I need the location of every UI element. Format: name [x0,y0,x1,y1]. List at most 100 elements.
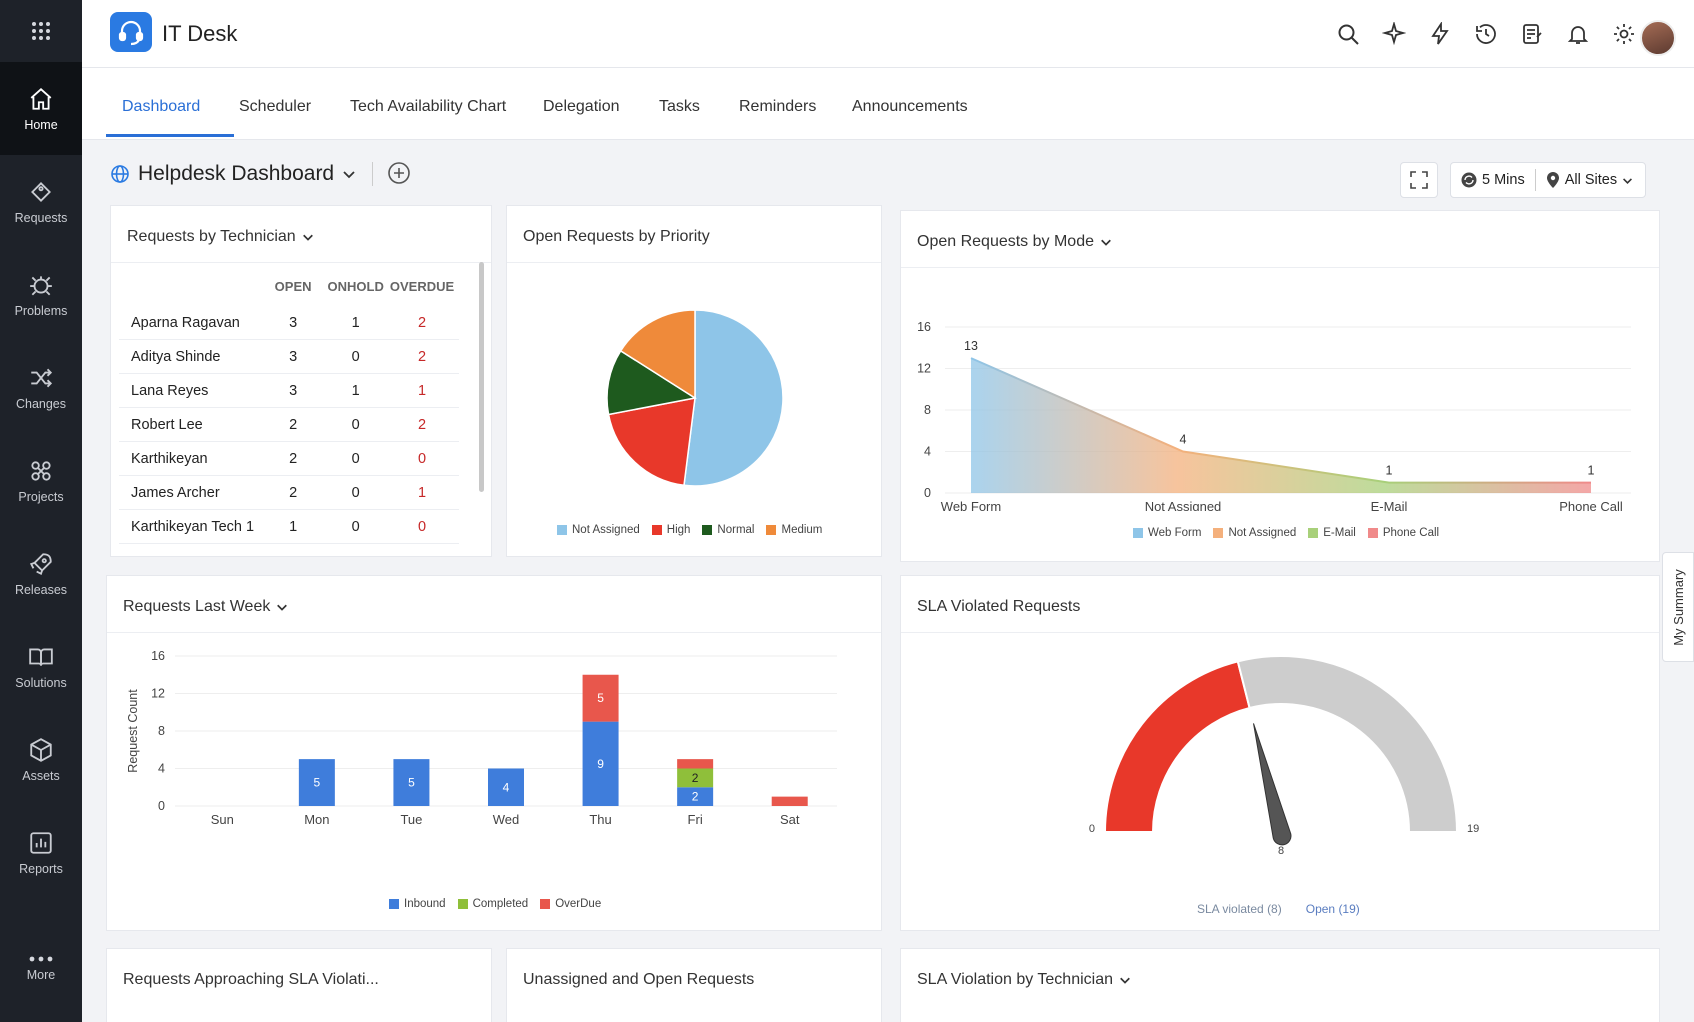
tab-reminders[interactable]: Reminders [739,98,817,115]
onhold-count[interactable]: 0 [351,484,360,501]
legend-sla-violated[interactable]: SLA violated (8) [1197,902,1282,916]
table-row[interactable]: Robert Lee 2 0 2 [119,408,459,442]
column-header-overdue[interactable]: OVERDUE [389,278,455,294]
site-selector[interactable]: All Sites [1536,172,1643,188]
open-count[interactable]: 3 [289,348,298,365]
tab-dashboard[interactable]: Dashboard [122,98,201,115]
bar-completed-fri[interactable] [677,768,714,788]
sidebar-item-problems[interactable]: Problems [0,248,82,341]
table-row[interactable]: Lana Reyes 3 1 1 [119,374,459,408]
overdue-count[interactable]: 0 [417,518,427,535]
legend-item-e-mail[interactable]: E-Mail [1308,527,1356,539]
tab-tech-availability-chart[interactable]: Tech Availability Chart [350,98,507,115]
add-dashboard-icon[interactable] [387,161,411,185]
open-count[interactable]: 3 [289,382,298,399]
column-header-open[interactable]: OPEN [274,278,312,294]
tab-announcements[interactable]: Announcements [852,98,968,115]
sidebar-item-projects[interactable]: Projects [0,434,82,527]
legend-item-overdue[interactable]: OverDue [540,898,601,910]
gear-icon[interactable] [1612,22,1636,46]
onhold-count[interactable]: 0 [351,416,360,433]
open-count[interactable]: 2 [289,484,298,501]
app-logo-icon[interactable] [110,12,152,52]
onhold-count[interactable]: 1 [351,314,360,331]
magic-icon[interactable] [1382,22,1406,46]
bar-inbound-mon[interactable] [298,759,335,806]
legend-item-normal[interactable]: Normal [702,524,754,536]
bar-overdue-thu[interactable] [582,674,619,722]
sidebar-item-more[interactable]: More [0,956,82,982]
history-icon[interactable] [1474,22,1498,46]
search-icon[interactable] [1336,22,1360,46]
tab-tasks[interactable]: Tasks [659,98,700,115]
panel-title[interactable]: Open Requests by Mode [917,233,1112,251]
data-label: 1 [1386,464,1393,478]
open-count[interactable]: 2 [289,450,298,467]
table-row[interactable]: Aparna Ragavan 3 1 2 [119,306,459,340]
overdue-count[interactable]: 1 [417,382,427,399]
overdue-count[interactable]: 2 [417,348,427,365]
pie-slice-not-assigned[interactable] [683,309,784,487]
legend-open[interactable]: Open (19) [1305,902,1360,916]
table-row[interactable]: Aditya Shinde 3 0 2 [119,340,459,374]
sidebar-item-solutions[interactable]: Solutions [0,620,82,713]
gauge-violated-arc[interactable] [1103,660,1251,833]
lightning-icon[interactable] [1428,22,1452,46]
table-row[interactable]: Karthikeyan 2 0 0 [119,442,459,476]
panel-title[interactable]: SLA Violation by Technician [917,971,1131,989]
legend-item-completed[interactable]: Completed [457,898,528,910]
tab-delegation[interactable]: Delegation [543,98,620,115]
onhold-count[interactable]: 1 [351,382,360,399]
avatar[interactable] [1640,20,1676,56]
panel-title[interactable]: Requests Last Week [123,598,288,616]
legend-item-high[interactable]: High [651,524,690,536]
legend-item-not-assigned[interactable]: Not Assigned [1213,527,1296,539]
fullscreen-button[interactable] [1400,162,1438,198]
apps-grid-icon[interactable] [0,0,82,62]
onhold-count[interactable]: 0 [351,450,360,467]
panel-title[interactable]: Requests by Technician [127,228,314,246]
tab-scheduler[interactable]: Scheduler [239,98,312,115]
pie-slice-normal[interactable] [606,349,698,416]
dashboard-selector[interactable]: Helpdesk Dashboard [110,162,356,186]
sidebar-item-assets[interactable]: Assets [0,713,82,806]
legend-item-medium[interactable]: Medium [766,524,822,536]
overdue-count[interactable]: 0 [417,450,427,467]
legend-item-inbound[interactable]: Inbound [389,898,446,910]
sidebar-item-home[interactable]: Home [0,62,82,155]
pie-slice-high[interactable] [607,397,696,487]
sidebar-item-requests[interactable]: Requests [0,155,82,248]
sidebar-item-changes[interactable]: Changes [0,341,82,434]
open-count[interactable]: 1 [289,518,298,535]
bell-icon[interactable] [1566,22,1590,46]
bar-inbound-thu[interactable] [582,721,619,806]
area-fill[interactable] [971,358,1591,493]
gauge-open-arc[interactable] [1236,655,1459,833]
bar-inbound-fri[interactable] [677,787,714,806]
overdue-count[interactable]: 1 [417,484,427,501]
sidebar-item-reports[interactable]: Reports [0,806,82,899]
sidebar-item-releases[interactable]: Releases [0,527,82,620]
bar-inbound-wed[interactable] [488,768,524,807]
onhold-count[interactable]: 0 [351,518,360,535]
pie-slice-medium[interactable] [619,309,696,400]
onhold-count[interactable]: 0 [351,348,360,365]
overdue-count[interactable]: 2 [417,416,427,433]
table-row[interactable]: Karthikeyan Tech 1 1 0 0 [119,510,459,544]
bar-overdue-fri[interactable] [677,759,714,769]
open-count[interactable]: 2 [289,416,298,433]
column-header-onhold[interactable]: ONHOLD [327,278,384,294]
scrollbar[interactable] [479,262,484,492]
bar-overdue-sat[interactable] [771,796,808,806]
bar-inbound-tue[interactable] [393,759,430,806]
notes-icon[interactable] [1520,22,1544,46]
refresh-interval-button[interactable]: 5 Mins [1451,172,1535,188]
overdue-count[interactable]: 2 [417,314,427,331]
table-row[interactable]: James Archer 2 0 1 [119,476,459,510]
legend-item-web-form[interactable]: Web Form [1133,527,1201,539]
my-summary-tab[interactable]: My Summary [1662,552,1694,662]
technician-name: Lana Reyes [131,382,209,399]
legend-item-phone-call[interactable]: Phone Call [1367,527,1439,539]
legend-item-not-assigned[interactable]: Not Assigned [557,524,640,536]
open-count[interactable]: 3 [289,314,298,331]
